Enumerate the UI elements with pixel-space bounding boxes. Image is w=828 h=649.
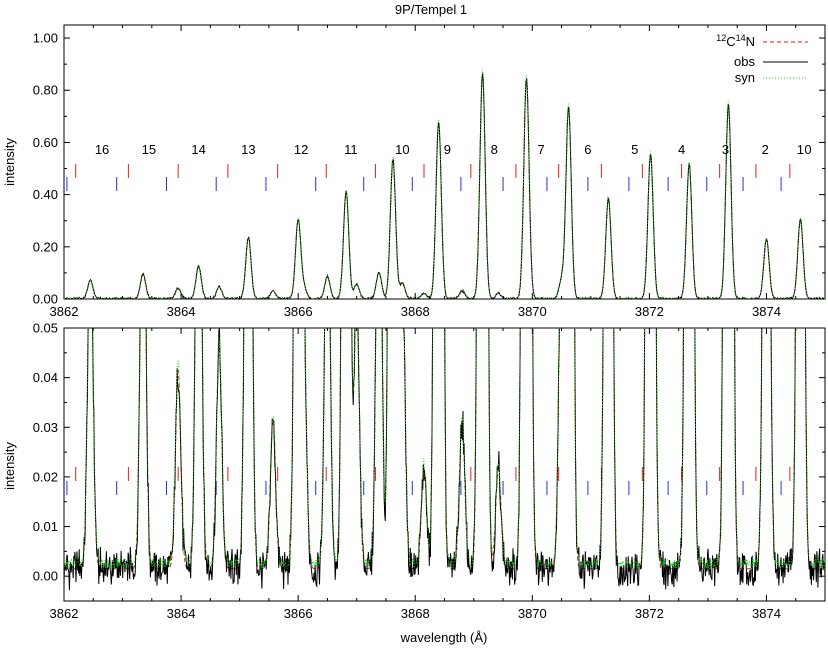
x-axis-label: wavelength (Å) [400, 630, 488, 645]
top-y-tick-label: 1.00 [33, 31, 58, 46]
bottom-y-tick-label: 0.02 [33, 469, 58, 484]
bottom-series-syn [64, 328, 825, 571]
bottom-x-tick-label: 3872 [635, 606, 664, 621]
branch-label: 10 [395, 142, 409, 157]
bottom-y-tick-label: 0.00 [33, 569, 58, 584]
top-y-tick-label: 0.60 [33, 135, 58, 150]
chart-title: 9P/Tempel 1 [395, 2, 467, 17]
bottom-x-tick-label: 3870 [518, 606, 547, 621]
top-x-tick-label: 3870 [518, 304, 547, 319]
branch-label: 14 [191, 142, 205, 157]
branch-label: 16 [95, 142, 109, 157]
top-series-syn [64, 69, 825, 299]
branch-label: 2 [762, 142, 769, 157]
branch-label: 0 [804, 142, 811, 157]
legend-label-12c14n: 12C14N [716, 33, 755, 49]
legend-label-obs: obs [734, 54, 755, 69]
branch-label: 5 [631, 142, 638, 157]
top-plot-frame [63, 24, 826, 300]
top-panel: 3862 3864 3866 3868 3870 3872 38740.000.200.40… [2, 24, 826, 319]
branch-label: 1 [797, 142, 804, 157]
branch-label: 6 [584, 142, 591, 157]
bottom-y-tick-label: 0.04 [33, 370, 58, 385]
branch-label: 9 [444, 142, 451, 157]
top-x-tick-label: 3864 [167, 304, 196, 319]
bottom-y-tick-label: 0.05 [33, 321, 58, 336]
top-x-tick-label: 3862 [50, 304, 79, 319]
branch-label: 7 [537, 142, 544, 157]
top-x-tick-label: 3866 [284, 304, 313, 319]
top-series-obs [64, 73, 825, 299]
bottom-y-tick-label: 0.01 [33, 519, 58, 534]
top-y-tick-label: 0.40 [33, 187, 58, 202]
branch-label: 11 [344, 142, 358, 157]
top-x-tick-label: 3872 [635, 304, 664, 319]
bottom-x-tick-label: 3866 [284, 606, 313, 621]
branch-label: 15 [142, 142, 156, 157]
branch-label: 12 [294, 142, 308, 157]
top-x-tick-label: 3868 [401, 304, 430, 319]
bottom-y-tick-label: 0.03 [33, 420, 58, 435]
top-x-tick-label: 3874 [752, 304, 781, 319]
top-y-tick-label: 0.00 [33, 292, 58, 307]
bottom-x-tick-label: 3862 [50, 606, 79, 621]
bottom-x-tick-label: 3864 [167, 606, 196, 621]
bottom-x-tick-label: 3868 [401, 606, 430, 621]
top-y-label: intensity [2, 138, 17, 186]
bottom-series-obs [64, 328, 825, 591]
branch-label: 8 [491, 142, 498, 157]
branch-label: 13 [241, 142, 255, 157]
branch-label: 3 [722, 142, 729, 157]
top-y-tick-label: 0.80 [33, 83, 58, 98]
branch-label: 4 [678, 142, 685, 157]
top-y-tick-label: 0.20 [33, 239, 58, 254]
legend-label-syn: syn [735, 70, 755, 85]
bottom-y-label: intensity [2, 442, 17, 490]
top-series-12c14n [64, 72, 825, 299]
bottom-x-tick-label: 3874 [752, 606, 781, 621]
